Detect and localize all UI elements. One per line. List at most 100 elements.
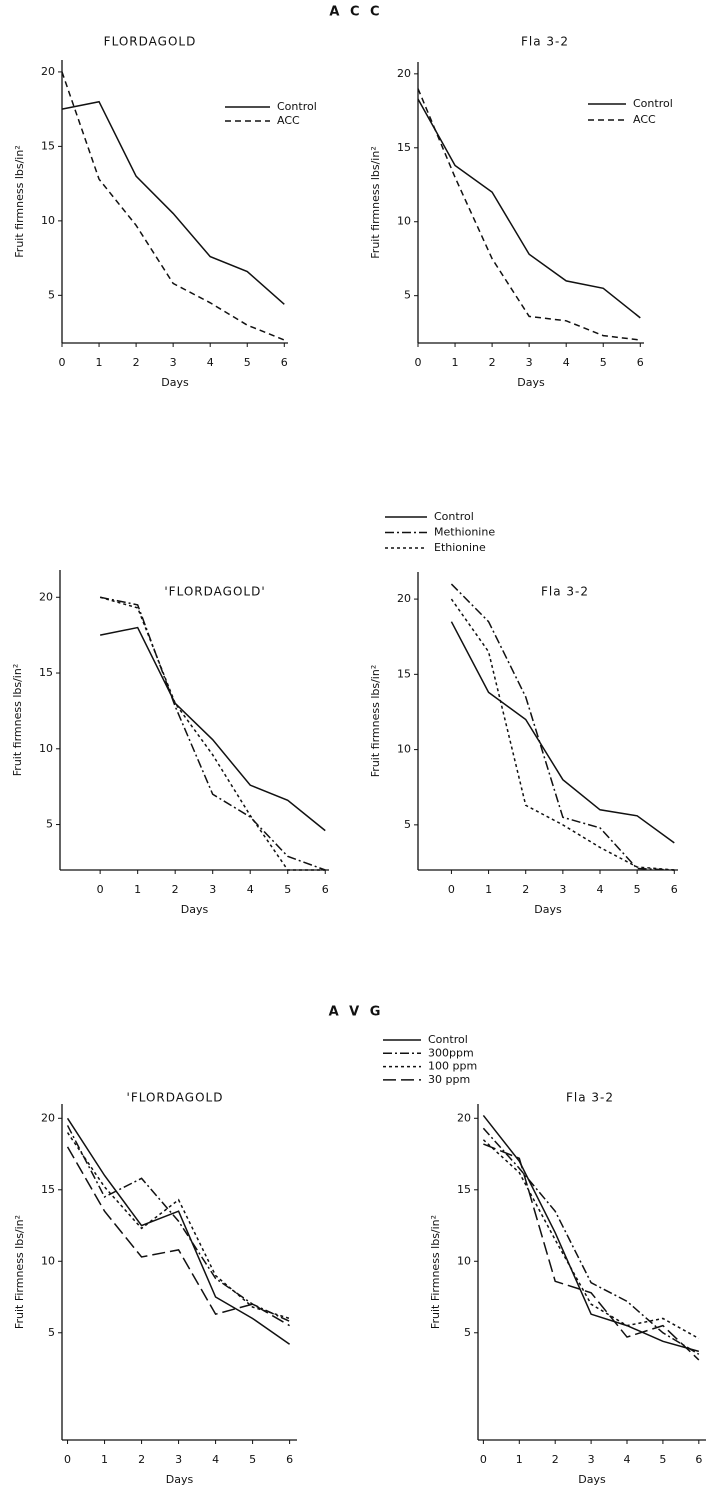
- x-tick-label: 2: [133, 356, 140, 369]
- x-tick-label: 5: [600, 356, 607, 369]
- x-axis-label: Days: [166, 1473, 194, 1486]
- y-axis-label: Fruit Firmness lbs/in²: [13, 1215, 26, 1329]
- x-tick-label: 3: [209, 883, 216, 896]
- x-tick-label: 2: [172, 883, 179, 896]
- x-tick-label: 3: [170, 356, 177, 369]
- chart-title: Fla 3-2: [541, 585, 589, 599]
- y-axis-label: Fruit Firmness lbs/in²: [429, 1215, 442, 1329]
- x-tick-label: 1: [134, 883, 141, 896]
- series-line: [482, 1114, 700, 1353]
- series-line: [99, 596, 326, 871]
- legend-label: Control: [277, 100, 317, 113]
- legend-label: 300ppm: [428, 1046, 474, 1059]
- series-line: [483, 1143, 700, 1361]
- y-tick-label: 5: [48, 288, 55, 301]
- legend-label: 100 ppm: [428, 1060, 477, 1073]
- x-tick-label: 4: [212, 1453, 219, 1466]
- y-tick-label: 20: [41, 65, 55, 78]
- chart-title: FLORDAGOLD: [104, 35, 197, 49]
- x-tick-label: 4: [207, 356, 214, 369]
- y-tick-label: 15: [41, 1183, 55, 1196]
- y-tick-label: 15: [397, 141, 411, 154]
- series-line: [482, 1139, 700, 1340]
- y-tick-label: 5: [46, 818, 53, 831]
- section-heading: A V G: [329, 1005, 384, 1020]
- x-tick-label: 2: [522, 883, 529, 896]
- series-line: [66, 1132, 290, 1320]
- legend-label: Control: [434, 510, 474, 523]
- legend-label: ACC: [277, 114, 300, 127]
- x-axis-label: Days: [517, 376, 545, 389]
- x-tick-label: 5: [659, 1453, 666, 1466]
- y-tick-label: 10: [41, 214, 55, 227]
- y-axis-label: Fruit firmness lbs/in²: [369, 146, 382, 258]
- x-tick-label: 2: [489, 356, 496, 369]
- y-tick-label: 15: [397, 667, 411, 680]
- legend-label: ACC: [633, 113, 656, 126]
- x-tick-label: 1: [101, 1453, 108, 1466]
- x-tick-label: 0: [59, 356, 66, 369]
- x-tick-label: 4: [624, 1453, 631, 1466]
- y-tick-label: 20: [41, 1111, 55, 1124]
- y-tick-label: 20: [397, 67, 411, 80]
- x-tick-label: 5: [244, 356, 251, 369]
- x-tick-label: 1: [485, 883, 492, 896]
- chart-title: Fla 3-2: [566, 1091, 614, 1105]
- y-tick-label: 15: [41, 139, 55, 152]
- series-line: [482, 1127, 700, 1355]
- series-line: [417, 88, 641, 341]
- x-tick-label: 4: [597, 883, 604, 896]
- x-tick-label: 0: [448, 883, 455, 896]
- y-axis-label: Fruit firmness lbs/in²: [369, 665, 382, 777]
- y-tick-label: 5: [404, 289, 411, 302]
- chart-title: 'FLORDAGOLD: [127, 1091, 224, 1105]
- series-line: [99, 626, 326, 832]
- x-tick-label: 6: [695, 1453, 702, 1466]
- x-tick-label: 5: [634, 883, 641, 896]
- x-tick-label: 0: [480, 1453, 487, 1466]
- x-axis-label: Days: [181, 903, 209, 916]
- series-line: [450, 598, 675, 871]
- section-heading: A C C: [329, 5, 382, 20]
- y-tick-label: 15: [39, 666, 53, 679]
- x-axis-label: Days: [578, 1473, 606, 1486]
- y-tick-label: 20: [457, 1111, 471, 1124]
- x-tick-label: 3: [559, 883, 566, 896]
- x-tick-label: 6: [286, 1453, 293, 1466]
- y-tick-label: 5: [48, 1326, 55, 1339]
- x-tick-label: 3: [588, 1453, 595, 1466]
- y-tick-label: 10: [397, 743, 411, 756]
- series-line: [450, 621, 675, 844]
- legend-label: Control: [428, 1033, 468, 1046]
- x-tick-label: 1: [96, 356, 103, 369]
- x-axis-label: Days: [534, 903, 562, 916]
- x-tick-label: 2: [138, 1453, 145, 1466]
- legend-label: Control: [633, 97, 673, 110]
- x-tick-label: 6: [281, 356, 288, 369]
- x-tick-label: 3: [175, 1453, 182, 1466]
- legend-label: 30 ppm: [428, 1073, 470, 1086]
- x-tick-label: 4: [563, 356, 570, 369]
- y-axis-label: Fruit firmness lbs/in²: [11, 664, 24, 776]
- x-tick-label: 0: [97, 883, 104, 896]
- x-tick-label: 3: [526, 356, 533, 369]
- series-line: [99, 596, 326, 871]
- series-line: [66, 1117, 291, 1345]
- x-tick-label: 0: [64, 1453, 71, 1466]
- x-tick-label: 2: [552, 1453, 559, 1466]
- y-tick-label: 5: [404, 818, 411, 831]
- legend-label: Ethionine: [434, 541, 486, 554]
- series-line: [66, 1125, 290, 1323]
- x-tick-label: 4: [247, 883, 254, 896]
- series-line: [417, 98, 641, 319]
- legend-label: Methionine: [434, 526, 495, 539]
- x-tick-label: 5: [249, 1453, 256, 1466]
- y-tick-label: 10: [39, 742, 53, 755]
- x-tick-label: 1: [516, 1453, 523, 1466]
- x-tick-label: 6: [322, 883, 329, 896]
- x-tick-label: 1: [452, 356, 459, 369]
- x-tick-label: 6: [637, 356, 644, 369]
- series-line: [61, 71, 285, 341]
- series-line: [66, 1146, 290, 1327]
